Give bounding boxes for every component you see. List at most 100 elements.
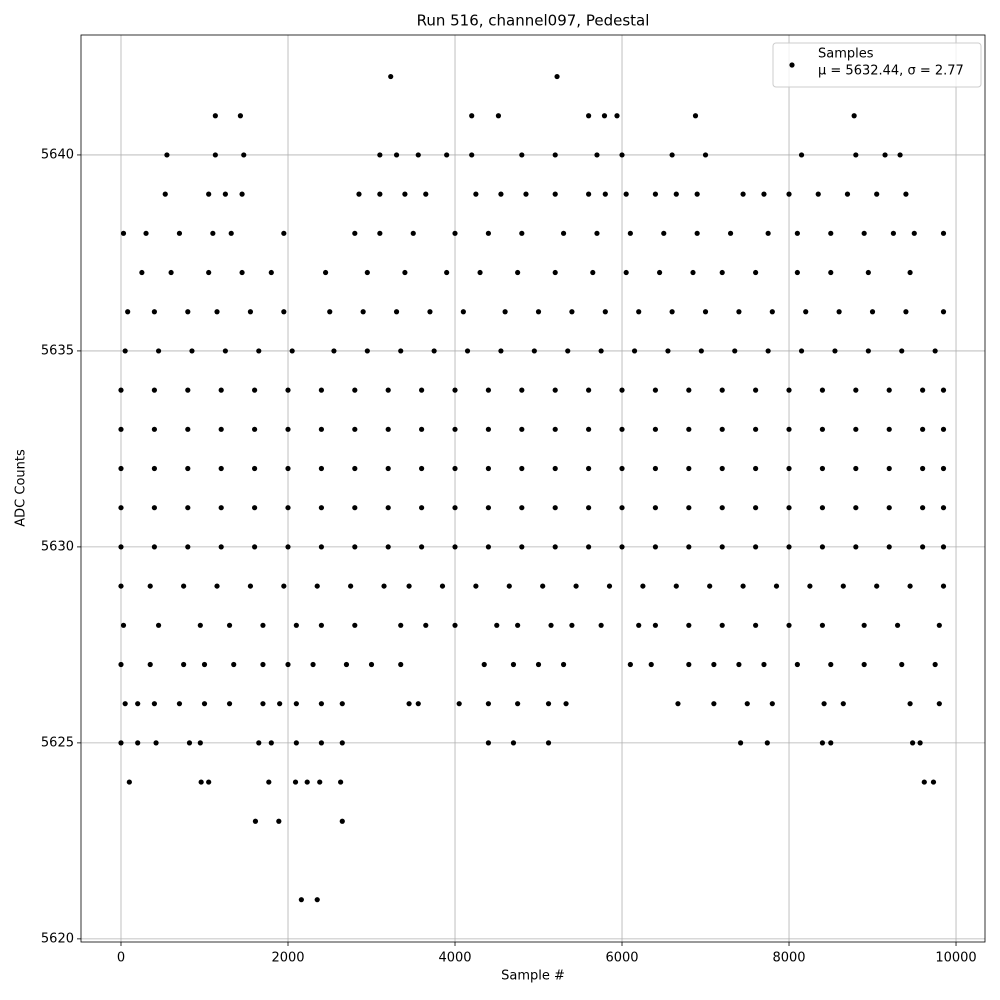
point xyxy=(473,191,479,197)
point xyxy=(485,465,492,472)
point xyxy=(515,701,521,707)
point xyxy=(285,544,291,550)
point xyxy=(552,426,558,432)
point xyxy=(239,191,245,197)
point xyxy=(281,309,287,315)
point xyxy=(510,740,517,746)
point xyxy=(118,544,124,550)
point xyxy=(444,269,450,276)
point xyxy=(865,348,871,354)
point xyxy=(619,505,625,511)
point xyxy=(786,426,792,432)
point xyxy=(619,544,625,550)
point xyxy=(318,544,325,550)
point xyxy=(673,191,679,197)
point xyxy=(226,622,233,628)
legend-marker xyxy=(789,62,795,68)
point xyxy=(535,661,542,668)
point xyxy=(920,505,926,511)
point xyxy=(545,740,552,746)
point xyxy=(289,348,295,354)
point xyxy=(285,661,291,668)
point xyxy=(690,269,696,276)
point xyxy=(318,701,325,707)
point xyxy=(268,269,274,276)
point xyxy=(652,426,659,432)
point xyxy=(285,387,291,393)
point xyxy=(281,583,287,589)
point xyxy=(260,622,266,628)
point xyxy=(385,465,391,472)
point xyxy=(318,387,325,393)
point xyxy=(535,309,542,315)
y-tick-label: 5640 xyxy=(41,147,74,162)
point xyxy=(498,348,504,354)
point xyxy=(256,740,262,746)
point xyxy=(753,387,759,393)
point xyxy=(197,740,203,746)
point xyxy=(821,701,827,707)
point xyxy=(786,544,792,550)
point xyxy=(686,505,692,511)
point xyxy=(314,583,320,589)
point xyxy=(519,230,525,236)
point xyxy=(385,505,391,511)
point xyxy=(882,152,888,158)
point xyxy=(456,701,462,707)
point xyxy=(343,661,350,668)
point xyxy=(206,779,212,785)
point xyxy=(686,544,692,550)
point xyxy=(377,230,383,236)
point xyxy=(853,152,859,158)
point xyxy=(819,622,826,628)
point xyxy=(686,426,692,432)
point xyxy=(907,701,913,707)
point xyxy=(840,583,846,589)
point xyxy=(214,583,220,589)
point xyxy=(719,544,725,550)
point xyxy=(560,230,567,236)
x-tick-label: 10000 xyxy=(935,951,976,966)
point xyxy=(886,505,892,511)
point xyxy=(773,583,780,589)
point xyxy=(719,387,725,393)
x-tick-label: 6000 xyxy=(605,951,638,966)
point xyxy=(602,191,608,197)
point xyxy=(452,387,458,393)
point xyxy=(519,426,525,432)
point xyxy=(252,465,258,472)
point xyxy=(231,661,237,668)
point xyxy=(932,348,938,354)
point xyxy=(719,622,725,628)
point xyxy=(241,152,247,158)
point xyxy=(168,269,174,276)
point xyxy=(252,818,259,824)
point xyxy=(640,583,646,589)
point xyxy=(185,465,191,472)
point xyxy=(360,309,366,315)
point xyxy=(452,544,458,550)
point xyxy=(753,269,759,276)
point xyxy=(423,191,429,197)
point xyxy=(869,309,876,315)
point xyxy=(940,387,947,393)
point xyxy=(652,191,659,197)
point xyxy=(444,152,450,158)
point xyxy=(118,387,124,393)
point xyxy=(719,269,725,276)
point xyxy=(201,661,208,668)
point xyxy=(853,465,859,472)
point xyxy=(940,230,947,236)
point xyxy=(594,152,600,158)
point xyxy=(252,544,258,550)
point xyxy=(317,779,323,785)
point xyxy=(753,426,759,432)
point xyxy=(897,152,903,158)
point xyxy=(515,622,521,628)
point xyxy=(406,701,412,707)
point xyxy=(185,309,191,315)
point xyxy=(377,191,383,197)
point xyxy=(606,583,613,589)
